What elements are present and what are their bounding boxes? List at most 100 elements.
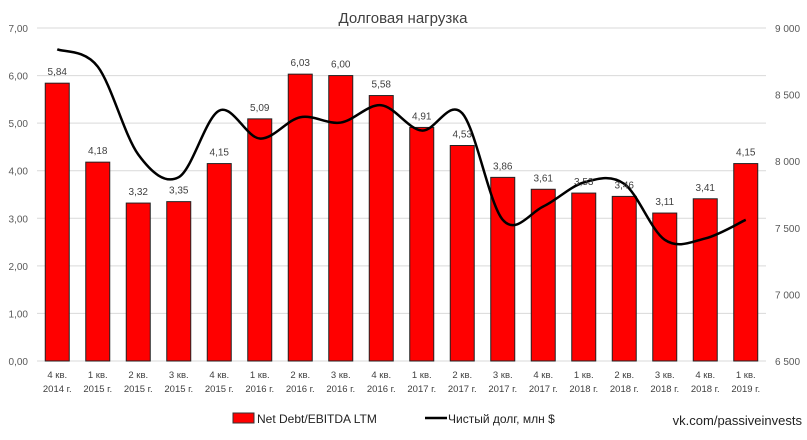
category-label: 4 кв. [371, 370, 391, 381]
legend-label-bar: Net Debt/EBITDA LTM [257, 412, 377, 426]
data-label: 4,53 [453, 130, 473, 141]
data-label: 3,35 [169, 186, 189, 197]
category-label: 2017 г. [529, 384, 558, 395]
category-label: 2016 г. [367, 384, 396, 395]
bar [733, 163, 759, 362]
net-debt-line [56, 48, 747, 246]
category-label: 2016 г. [326, 384, 355, 395]
bar [409, 126, 435, 362]
data-label: 3,86 [493, 161, 513, 172]
left-tick-label: 7,00 [9, 24, 29, 35]
left-tick-label: 2,00 [9, 262, 29, 273]
category-label: 2016 г. [286, 384, 315, 395]
category-label: 4 кв. [209, 370, 229, 381]
bar [125, 202, 151, 362]
category-label: 2018 г. [569, 384, 598, 395]
data-label: 6,00 [331, 60, 351, 71]
data-label: 4,15 [210, 148, 230, 159]
left-tick-label: 4,00 [9, 167, 29, 178]
category-label: 1 кв. [574, 370, 594, 381]
left-tick-label: 1,00 [9, 309, 29, 320]
category-label: 1 кв. [736, 370, 756, 381]
category-label: 2015 г. [124, 384, 153, 395]
data-label: 3,61 [534, 173, 554, 184]
right-tick-label: 9 000 [775, 24, 800, 35]
category-label: 3 кв. [331, 370, 351, 381]
bar [247, 118, 273, 362]
category-label: 2015 г. [205, 384, 234, 395]
left-tick-label: 5,00 [9, 119, 29, 130]
bar [449, 145, 475, 362]
x-axis: 4 кв. 2014 г. 1 кв. 2015 г. 2 кв. 2015 г. 3 кв… [43, 370, 760, 395]
data-label: 6,03 [291, 58, 311, 69]
category-label: 2 кв. [452, 370, 472, 381]
right-tick-label: 7 500 [775, 224, 800, 235]
bar [611, 195, 637, 362]
data-label: 3,53 [574, 177, 594, 188]
category-label: 3 кв. [493, 370, 513, 381]
category-label: 2017 г. [488, 384, 517, 395]
category-label: 2019 г. [731, 384, 760, 395]
data-label: 3,46 [615, 180, 635, 191]
category-label: 4 кв. [533, 370, 553, 381]
category-label: 2 кв. [128, 370, 148, 381]
bar [652, 212, 678, 362]
data-label: 5,09 [250, 103, 270, 114]
category-label: 2018 г. [610, 384, 639, 395]
watermark: vk.com/passiveinvests [673, 413, 803, 428]
category-label: 2016 г. [245, 384, 274, 395]
left-tick-label: 3,00 [9, 214, 29, 225]
bar [490, 176, 516, 362]
chart-title: Долговая нагрузка [339, 10, 469, 27]
gridlines [37, 27, 766, 362]
category-label: 2014 г. [43, 384, 72, 395]
bar-series [44, 73, 759, 362]
bar [368, 95, 394, 362]
data-label: 4,18 [88, 146, 108, 157]
left-tick-label: 0,00 [9, 357, 29, 368]
category-label: 2017 г. [448, 384, 477, 395]
bar [85, 161, 111, 362]
left-axis: 0,00 1,00 2,00 3,00 4,00 5,00 6,00 7,00 [9, 24, 29, 368]
line-series [56, 48, 747, 246]
legend-label-line: Чистый долг, млн $ [448, 412, 555, 426]
category-label: 1 кв. [412, 370, 432, 381]
bar [571, 192, 597, 362]
right-tick-label: 7 000 [775, 290, 800, 301]
left-tick-label: 6,00 [9, 72, 29, 83]
category-label: 4 кв. [695, 370, 715, 381]
category-label: 2015 г. [83, 384, 112, 395]
data-label: 3,41 [696, 183, 716, 194]
category-label: 2015 г. [164, 384, 193, 395]
data-label: 4,91 [412, 111, 432, 122]
bar [287, 73, 313, 362]
category-label: 2 кв. [614, 370, 634, 381]
right-tick-label: 8 000 [775, 157, 800, 168]
right-tick-label: 8 500 [775, 91, 800, 102]
bar [692, 198, 718, 362]
category-label: 2 кв. [290, 370, 310, 381]
category-label: 2018 г. [650, 384, 679, 395]
category-label: 3 кв. [655, 370, 675, 381]
bar [530, 188, 556, 362]
data-labels: 5,84 4,18 3,32 3,35 4,15 5,09 6,03 6,00 5,58 4,91… [48, 58, 756, 208]
category-label: 2018 г. [691, 384, 720, 395]
right-tick-label: 6 500 [775, 357, 800, 368]
right-axis: 6 500 7 000 7 500 8 000 8 500 9 000 [775, 24, 800, 368]
category-label: 4 кв. [47, 370, 67, 381]
data-label: 5,84 [48, 67, 68, 78]
category-label: 1 кв. [88, 370, 108, 381]
data-label: 3,11 [655, 197, 674, 208]
category-label: 2017 г. [407, 384, 436, 395]
legend: Net Debt/EBITDA LTM Чистый долг, млн $ [232, 412, 555, 426]
data-label: 5,58 [372, 80, 392, 91]
category-label: 3 кв. [169, 370, 189, 381]
bar [166, 201, 192, 362]
legend-swatch-bar [232, 412, 255, 424]
bar [44, 82, 70, 362]
data-label: 4,15 [736, 148, 756, 159]
data-label: 3,32 [129, 187, 149, 198]
bar [206, 163, 232, 362]
category-label: 1 кв. [250, 370, 270, 381]
